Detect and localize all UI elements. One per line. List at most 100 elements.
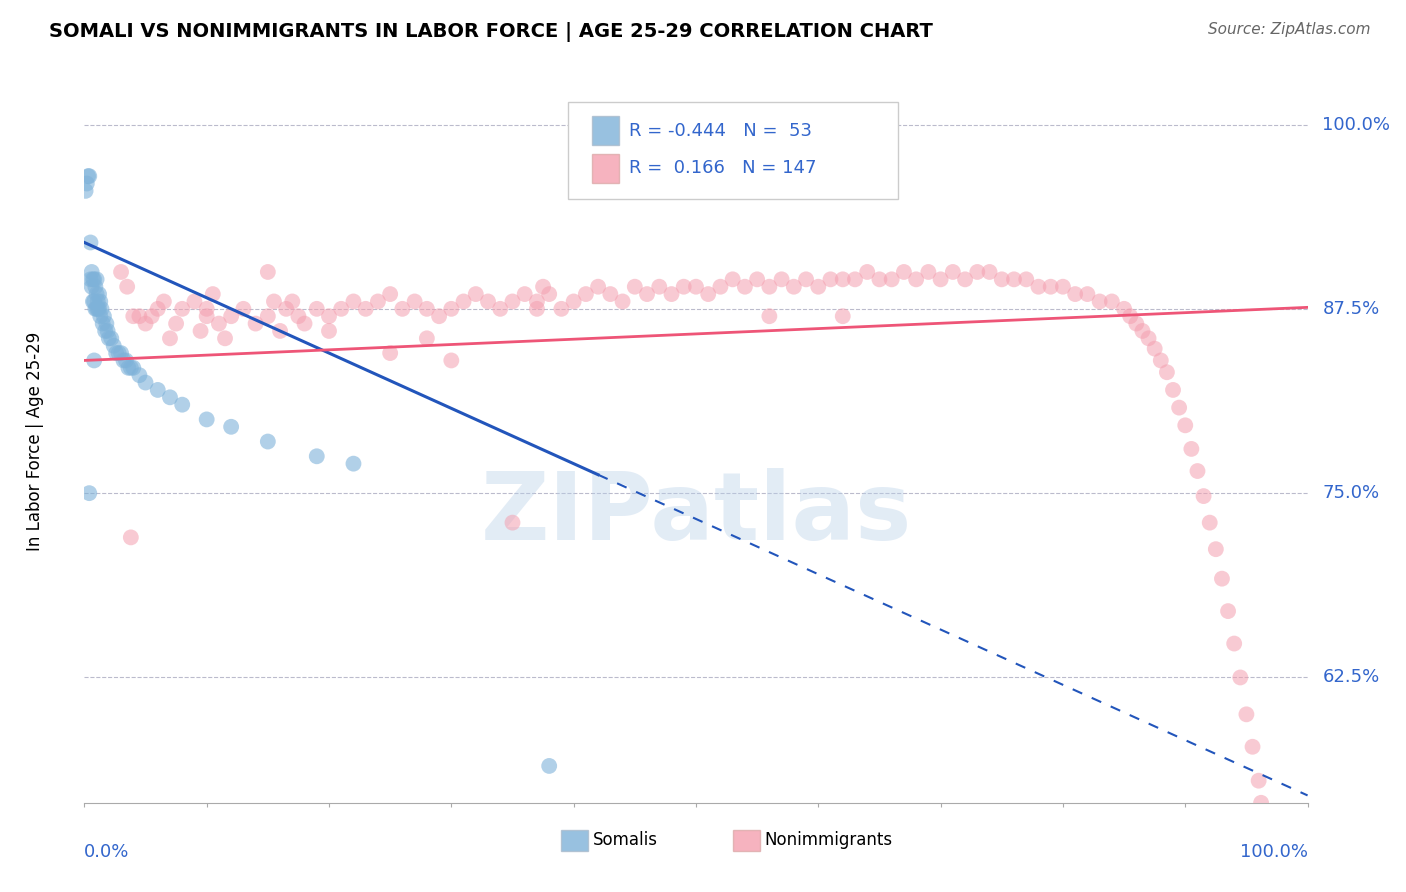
Point (87, 294, 110, 309)
Point (1254, 840, 1277, 855)
Point (82, 294, 104, 309)
Point (1294, 881, 1316, 892)
Point (1119, 309, 1142, 323)
Point (77, 486, 100, 500)
Point (513, 287, 536, 301)
Point (83, 353, 105, 368)
Text: R =  0.166   N = 147: R = 0.166 N = 147 (628, 160, 817, 178)
Point (844, 272, 866, 286)
Point (115, 279, 138, 293)
Point (721, 272, 744, 286)
Point (84, 279, 107, 293)
Point (612, 294, 634, 309)
Point (1260, 866, 1282, 880)
Point (758, 279, 780, 293)
Point (76, 177, 98, 191)
Point (526, 301, 548, 316)
Point (575, 287, 598, 301)
Point (917, 265, 939, 279)
Point (120, 360, 142, 375)
Point (318, 324, 340, 338)
Text: 87.5%: 87.5% (1322, 300, 1379, 318)
Bar (733, 830, 759, 851)
Point (380, 346, 402, 360)
Point (1161, 383, 1184, 397)
Point (427, 309, 450, 323)
Point (146, 301, 169, 316)
Point (122, 309, 145, 323)
Point (117, 360, 139, 375)
Point (165, 317, 187, 331)
Point (1015, 272, 1038, 286)
Point (214, 331, 236, 345)
Text: Source: ZipAtlas.com: Source: ZipAtlas.com (1208, 22, 1371, 37)
Point (648, 279, 671, 293)
Point (318, 309, 340, 323)
Point (685, 279, 707, 293)
Point (477, 294, 499, 309)
Point (232, 301, 254, 316)
Point (269, 324, 291, 338)
Point (831, 309, 853, 323)
Point (120, 530, 142, 544)
Point (1143, 342, 1166, 356)
Point (747, 272, 769, 286)
Point (89, 309, 111, 323)
Point (276, 301, 298, 316)
Point (79, 235, 101, 250)
Point (342, 457, 364, 471)
Point (991, 272, 1014, 286)
Point (1247, 773, 1270, 788)
Bar (592, 116, 619, 145)
Point (79, 272, 101, 286)
Point (1229, 670, 1251, 684)
Point (502, 516, 524, 530)
Point (86, 287, 108, 301)
Point (294, 317, 316, 331)
Point (661, 287, 683, 301)
Point (103, 339, 125, 353)
Point (440, 301, 463, 316)
Point (195, 412, 218, 426)
Point (287, 309, 309, 323)
Point (208, 317, 231, 331)
Point (1174, 418, 1197, 433)
Text: SOMALI VS NONIMMIGRANTS IN LABOR FORCE | AGE 25-29 CORRELATION CHART: SOMALI VS NONIMMIGRANTS IN LABOR FORCE |… (49, 22, 934, 42)
Point (77, 169, 100, 183)
Point (905, 272, 928, 286)
Point (1236, 707, 1258, 722)
Point (1114, 301, 1136, 316)
Point (391, 301, 413, 316)
Point (97, 331, 120, 345)
Point (195, 301, 218, 316)
Point (380, 287, 402, 301)
Point (75, 184, 97, 198)
Point (91, 317, 114, 331)
Point (110, 346, 132, 360)
Point (404, 294, 426, 309)
Point (440, 353, 463, 368)
Point (115, 353, 138, 368)
Point (107, 346, 129, 360)
Point (953, 272, 976, 286)
Point (105, 346, 128, 360)
Point (502, 294, 524, 309)
Point (128, 309, 150, 323)
Point (83, 294, 105, 309)
Point (87, 301, 110, 316)
Point (1039, 279, 1062, 293)
Point (1137, 331, 1160, 345)
FancyBboxPatch shape (568, 102, 898, 200)
Point (305, 450, 328, 464)
Point (1088, 294, 1111, 309)
Point (97, 324, 120, 338)
Point (586, 279, 609, 293)
Text: Nonimmigrants: Nonimmigrants (765, 831, 893, 849)
Point (1257, 855, 1279, 869)
Text: ZIPatlas: ZIPatlas (481, 467, 911, 560)
Point (709, 279, 731, 293)
Text: 75.0%: 75.0% (1322, 484, 1379, 502)
Point (354, 301, 377, 316)
Point (153, 294, 176, 309)
Point (89, 294, 111, 309)
